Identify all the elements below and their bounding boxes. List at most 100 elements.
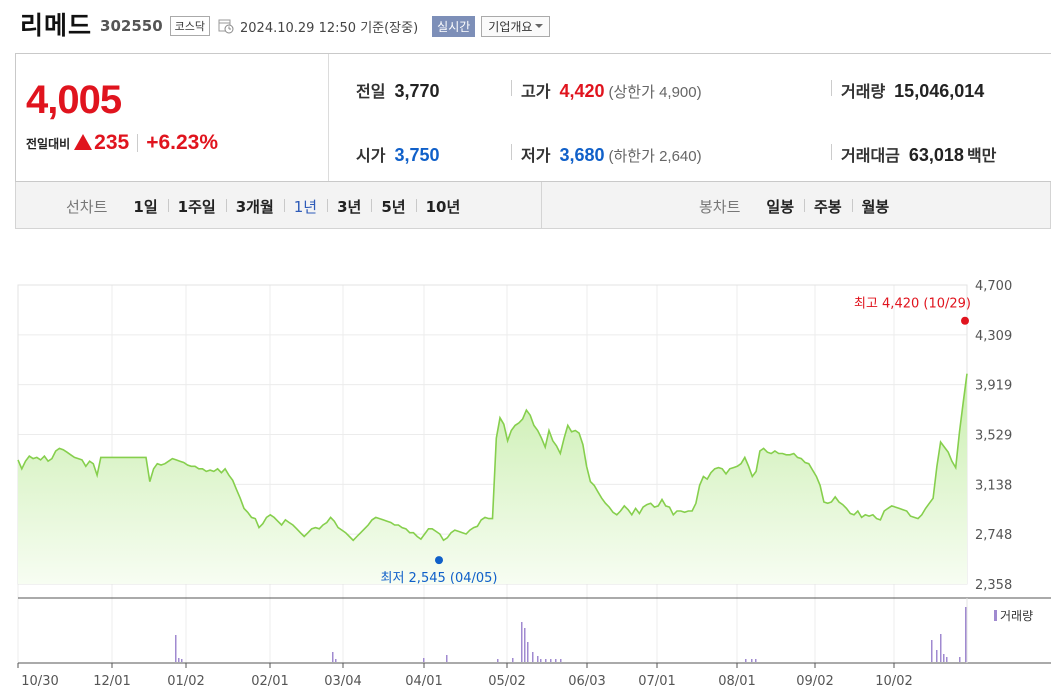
- volume-bar: [524, 628, 526, 662]
- period-1d[interactable]: 1일: [133, 198, 158, 216]
- x-tick-label: 09/02: [796, 674, 833, 689]
- x-tick-label: 03/04: [324, 674, 361, 689]
- trade-value: 거래대금 63,018 백만: [841, 142, 996, 166]
- corp-overview-dropdown[interactable]: 기업개요: [481, 15, 551, 37]
- x-tick-label: 04/01: [405, 674, 442, 689]
- volume-bar: [540, 659, 542, 662]
- datetime-basis: 기준(장중): [360, 20, 419, 36]
- y-tick-label: 2,748: [975, 528, 1012, 543]
- trade-value-unit: 백만: [966, 146, 997, 165]
- divider: [137, 134, 139, 152]
- lower-limit: (하한가 2,640): [608, 147, 702, 165]
- period-10y[interactable]: 10년: [415, 196, 471, 217]
- max-point-marker: [961, 316, 969, 325]
- prev-close: 전일 3,770: [356, 78, 440, 102]
- volume-bar: [178, 658, 180, 662]
- divider: [831, 144, 832, 160]
- x-tick-label: 08/01: [718, 674, 755, 689]
- volume-bar: [555, 659, 557, 662]
- divider: [511, 144, 512, 160]
- open-value: 3,750: [394, 145, 440, 165]
- chevron-down-icon: [535, 24, 544, 28]
- quote-datetime: 2024.10.29 12:50 기준(장중): [240, 17, 418, 36]
- volume-bar: [512, 658, 514, 662]
- candle-weekly[interactable]: 주봉: [804, 196, 852, 217]
- volume-bar: [943, 654, 945, 662]
- price-change: 전일대비 235 +6.23%: [26, 131, 218, 155]
- high-value: 4,420: [559, 81, 605, 101]
- volume-bar: [755, 659, 757, 662]
- period-3y[interactable]: 3년: [327, 196, 371, 217]
- volume-bar: [175, 635, 177, 662]
- volume-bar: [332, 652, 334, 662]
- volume-bar: [965, 607, 967, 662]
- volume-bar: [532, 652, 534, 662]
- volume-bar: [560, 659, 562, 662]
- volume-bar: [936, 650, 938, 662]
- x-tick-label: 06/03: [568, 674, 605, 689]
- volume-bar: [931, 640, 933, 662]
- low-label: 저가: [521, 146, 551, 165]
- x-tick-label: 05/02: [488, 674, 525, 689]
- upper-limit-value: 4,900: [659, 84, 697, 101]
- change-amount: 235: [94, 131, 130, 154]
- x-tick-label: 10/02: [875, 674, 912, 689]
- volume-bar: [745, 659, 747, 662]
- period-1w[interactable]: 1주일: [167, 196, 226, 217]
- realtime-button[interactable]: 실시간: [432, 15, 476, 37]
- upper-limit-label: 상한가: [613, 83, 655, 101]
- x-tick-label: 10/30: [21, 674, 58, 689]
- market-badge: 코스닥: [169, 15, 211, 36]
- divider: [511, 80, 512, 96]
- y-tick-label: 4,700: [975, 279, 1012, 294]
- high-label: 고가: [521, 82, 551, 101]
- x-tick-label: 12/01: [93, 674, 130, 689]
- stock-code: 302550: [100, 17, 163, 35]
- volume-bar: [497, 659, 499, 662]
- candle-daily[interactable]: 일봉: [766, 198, 795, 216]
- price-line: [17, 373, 968, 542]
- price-area: [18, 373, 967, 584]
- volume-bar: [550, 659, 552, 662]
- period-5y[interactable]: 5년: [371, 196, 415, 217]
- change-label: 전일대비: [26, 136, 71, 151]
- line-chart-label: 선차트: [66, 198, 108, 216]
- candle-monthly[interactable]: 월봉: [851, 196, 900, 217]
- min-point-marker: [435, 556, 443, 565]
- volume: 거래량 15,046,014: [841, 78, 984, 102]
- divider: [541, 182, 542, 228]
- price-summary: 4,005 전일대비 235 +6.23%: [16, 54, 329, 181]
- volume-value: 15,046,014: [894, 81, 985, 101]
- line-chart-periods: 선차트 1일 1주일 3개월 1년 3년 5년 10년: [66, 196, 470, 217]
- trade-value-amount: 63,018: [908, 145, 964, 165]
- period-1y[interactable]: 1년: [283, 196, 327, 217]
- volume-bar: [181, 659, 183, 662]
- y-tick-label: 3,138: [975, 478, 1012, 493]
- x-axis-labels: 10/30 12/01 01/02 02/01 03/04 04/01 05/02 06/03…: [17, 663, 913, 689]
- y-axis-labels: 4,700 4,309 3,919 3,529 3,138 2,748 2,358: [975, 279, 1012, 593]
- candle-chart-label: 봉차트: [699, 198, 741, 216]
- chart-annotations: 최고 4,420 (10/29) 최저 2,545 (04/05): [380, 297, 971, 586]
- volume-bar: [423, 658, 425, 662]
- candle-chart-periods: 봉차트 일봉 주봉 월봉: [699, 196, 899, 217]
- volume-bar: [751, 659, 753, 662]
- quote-panel: 4,005 전일대비 235 +6.23% 전일 3,770 시가 3,750 …: [15, 53, 1051, 182]
- chart-period-bar: 선차트 1일 1주일 3개월 1년 3년 5년 10년 봉차트 일봉 주봉 월봉: [15, 182, 1051, 229]
- prev-close-value: 3,770: [394, 81, 440, 101]
- low-value: 3,680: [559, 145, 605, 165]
- lower-limit-label: 하한가: [613, 147, 655, 165]
- up-arrow-icon: [74, 134, 93, 150]
- low-price: 저가 3,680 (하한가 2,640): [521, 142, 702, 166]
- max-annotation: 최고 4,420 (10/29): [854, 297, 971, 312]
- period-3m[interactable]: 3개월: [225, 196, 284, 217]
- y-tick-label: 3,919: [975, 379, 1012, 394]
- y-tick-label: 3,529: [975, 429, 1012, 444]
- open-price: 시가 3,750: [356, 142, 440, 166]
- volume-legend: 거래량: [994, 609, 1033, 623]
- volume-bar: [335, 659, 337, 662]
- x-tick-label: 07/01: [638, 674, 675, 689]
- stock-name: 리메드: [20, 11, 93, 40]
- volume-bar: [521, 622, 523, 662]
- volume-bar: [940, 634, 942, 662]
- open-label: 시가: [356, 146, 386, 165]
